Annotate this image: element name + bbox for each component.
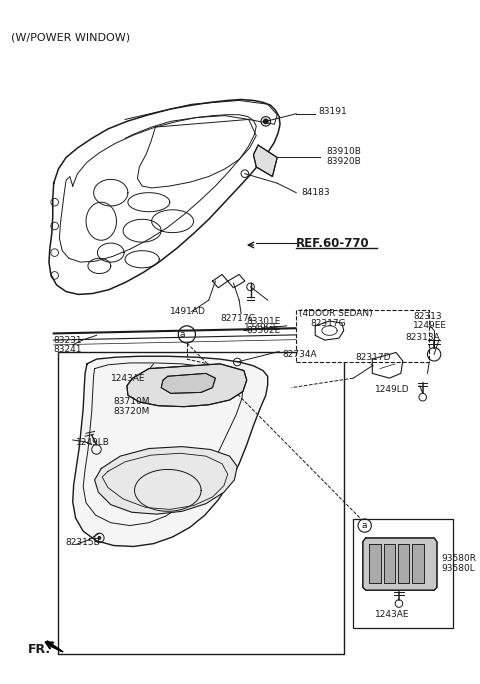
Text: 1249LB: 1249LB [75, 438, 109, 447]
Bar [59, 352, 344, 654]
Polygon shape [370, 544, 381, 583]
Text: 83920B: 83920B [327, 157, 361, 166]
Text: 83710M: 83710M [114, 397, 150, 406]
Text: (4DOOR SEDAN): (4DOOR SEDAN) [299, 309, 372, 318]
Polygon shape [161, 373, 216, 393]
Text: 82315B: 82315B [65, 538, 100, 547]
Polygon shape [384, 544, 395, 583]
Text: 1243AE: 1243AE [111, 373, 145, 382]
Circle shape [264, 119, 268, 124]
Text: REF.60-770: REF.60-770 [296, 237, 370, 250]
Text: 82313A: 82313A [406, 332, 440, 342]
Polygon shape [412, 544, 424, 583]
Text: 1243AE: 1243AE [375, 609, 409, 618]
Text: 83301E: 83301E [247, 317, 281, 326]
Polygon shape [47, 641, 63, 652]
Text: 82317D: 82317D [355, 353, 391, 362]
Bar [296, 310, 430, 362]
Polygon shape [363, 538, 437, 590]
Text: (W/POWER WINDOW): (W/POWER WINDOW) [11, 33, 130, 42]
Bar [353, 519, 453, 629]
Polygon shape [95, 447, 237, 514]
Text: 82717C: 82717C [220, 314, 255, 323]
Text: 83191: 83191 [318, 107, 347, 116]
Text: 1249GE: 1249GE [244, 324, 279, 332]
Text: 83302E: 83302E [247, 326, 281, 335]
Text: 82734A: 82734A [282, 350, 317, 359]
Polygon shape [253, 145, 277, 176]
Polygon shape [127, 364, 247, 407]
Polygon shape [398, 544, 409, 583]
Text: FR.: FR. [28, 643, 51, 656]
Text: 1249EE: 1249EE [413, 321, 447, 330]
Polygon shape [72, 356, 268, 547]
Text: 1491AD: 1491AD [170, 307, 205, 316]
Text: a: a [180, 330, 185, 339]
Circle shape [98, 536, 101, 540]
Text: a: a [362, 521, 368, 530]
Text: 84183: 84183 [301, 188, 330, 197]
Text: 83241: 83241 [54, 345, 82, 354]
Text: 93580L: 93580L [442, 564, 476, 573]
Text: 1249LD: 1249LD [375, 385, 410, 394]
Text: 93580R: 93580R [442, 554, 477, 564]
Text: 83910B: 83910B [327, 147, 361, 156]
Text: 82317G: 82317G [311, 319, 346, 328]
Text: 83720M: 83720M [114, 407, 150, 416]
Text: 83231: 83231 [54, 336, 83, 345]
Text: 82313: 82313 [413, 312, 442, 321]
